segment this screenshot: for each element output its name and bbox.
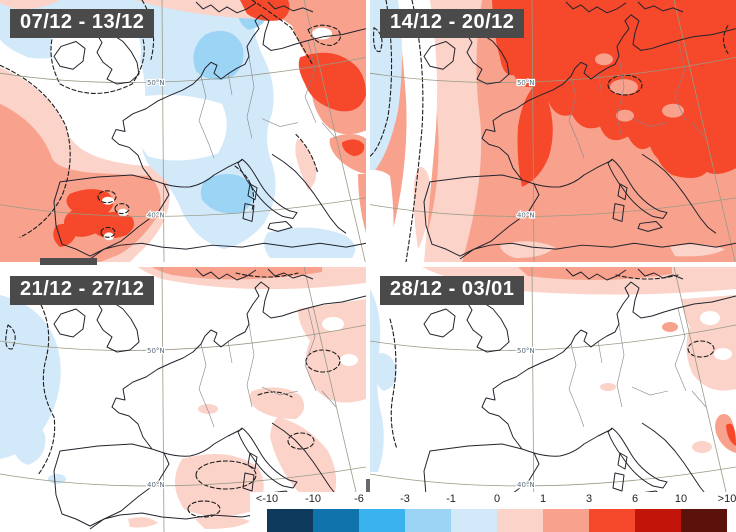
latitude-label-40n: 40°N	[147, 212, 165, 220]
colorbar-tick: 3	[585, 493, 593, 505]
latitude-label-50n: 50°N	[517, 347, 535, 355]
colorbar: <-10 -10 -6 -3 -1 0 1 3 6 10 >10	[250, 492, 736, 532]
colorbar-tick: -3	[400, 493, 410, 505]
country-borders	[198, 307, 337, 428]
period-label-week3: 21/12 - 27/12	[10, 276, 155, 305]
coastlines	[423, 1, 736, 260]
country-borders	[568, 307, 707, 428]
graticule	[370, 267, 736, 532]
colorbar-cell	[543, 509, 589, 532]
period-label-week4: 28/12 - 03/01	[380, 276, 525, 305]
latitude-label-50n: 50°N	[147, 347, 165, 355]
colorbar-cell	[589, 509, 635, 532]
map-panel-week4: 50°N 40°N 28/12 - 03/01	[370, 267, 736, 532]
latitude-label-50n: 50°N	[517, 79, 535, 87]
colorbar-cell	[405, 509, 451, 532]
latitude-labels: 50°N 40°N	[146, 346, 166, 490]
zero-anomaly-dashed-contours	[389, 274, 715, 525]
map-panel-week1: 50°N 40°N 07/12 - 13/12	[0, 0, 366, 262]
latitude-label-40n: 40°N	[517, 212, 535, 220]
map-panel-week3: 50°N 40°N 21/12 - 27/12	[0, 267, 366, 532]
colorbar-cell	[267, 509, 313, 532]
graticule	[0, 0, 366, 262]
map-panel-week2: 50°N 40°N 14/12 - 20/12	[370, 0, 736, 262]
europe-map-week1: 50°N 40°N	[0, 0, 366, 262]
frame-artifact-horizontal	[40, 258, 97, 265]
europe-map-week2: 50°N 40°N	[370, 0, 736, 262]
period-label-week1: 07/12 - 13/12	[10, 9, 155, 38]
colorbar-scale	[267, 509, 727, 532]
colorbar-tick: 10	[674, 493, 688, 505]
latitude-labels: 50°N 40°N	[146, 78, 166, 221]
frame-artifact-vertical	[366, 479, 370, 504]
colorbar-cell	[635, 509, 681, 532]
colorbar-tick: 6	[631, 493, 639, 505]
latitude-labels: 50°N 40°N	[516, 78, 536, 221]
zero-anomaly-dashed-contours	[370, 0, 729, 262]
coastlines	[53, 1, 366, 260]
colorbar-tick: -6	[354, 493, 364, 505]
colorbar-cell	[359, 509, 405, 532]
colorbar-cell	[497, 509, 543, 532]
country-borders	[568, 40, 707, 159]
latitude-label-40n: 40°N	[147, 481, 165, 489]
latitude-labels: 50°N 40°N	[516, 346, 536, 490]
colorbar-cell	[451, 509, 497, 532]
latitude-label-40n: 40°N	[517, 481, 535, 489]
colorbar-tick: <-10	[255, 493, 279, 505]
latitude-label-50n: 50°N	[147, 79, 165, 87]
country-borders	[198, 40, 337, 159]
graticule	[370, 0, 736, 262]
colorbar-tick: 0	[493, 493, 501, 505]
colorbar-tick: >10	[717, 493, 736, 505]
anomaly-fills	[370, 0, 736, 262]
zero-anomaly-dashed-contours	[5, 272, 341, 518]
graticule	[0, 267, 366, 532]
colorbar-tick: 1	[539, 493, 547, 505]
colorbar-cell	[681, 509, 727, 532]
period-label-week2: 14/12 - 20/12	[380, 9, 525, 38]
colorbar-cell	[313, 509, 359, 532]
anomaly-fills	[0, 267, 366, 529]
colorbar-tick: -10	[305, 493, 321, 505]
colorbar-tick: -1	[446, 493, 456, 505]
